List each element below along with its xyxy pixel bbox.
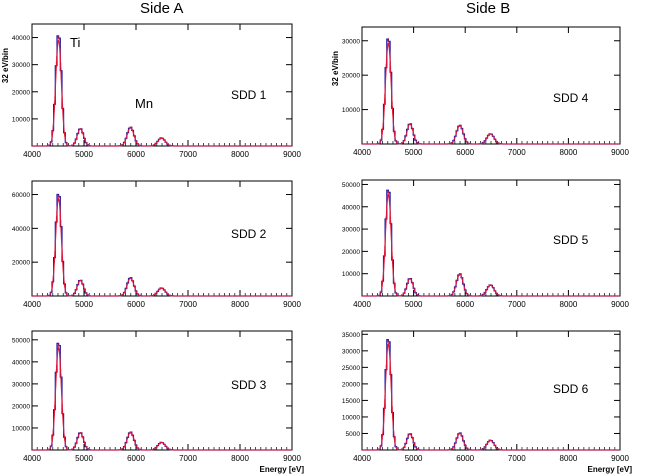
sdd-3-title: SDD 3 [231, 378, 267, 392]
sdd-3-x-tick-label: 7000 [179, 454, 197, 463]
sdd-3-y-tick-label: 10000 [12, 425, 30, 432]
sdd-2-x-tick-label: 5000 [75, 300, 93, 309]
sdd-4-y-tick-label: 10000 [342, 107, 360, 114]
sdd-1-y-tick-label: 30000 [12, 62, 30, 69]
sdd-6-y-tick-label: 20000 [342, 381, 360, 388]
sdd-5-y-tick-label: 40000 [342, 204, 360, 211]
sdd-4-x-tick-label: 8000 [560, 148, 578, 157]
sdd-1-fit-series [32, 38, 292, 147]
sdd-6-x-tick-label: 7000 [508, 454, 526, 463]
sdd-6-y-tick-label: 15000 [342, 398, 360, 405]
sdd-3-histogram-series [32, 342, 292, 451]
sdd-5-x-tick-label: 9000 [611, 300, 629, 309]
sdd-4-x-tick-label: 6000 [456, 148, 474, 157]
sdd-3-y-tick-label: 50000 [12, 337, 30, 344]
sdd-2-fit-component-series [32, 193, 292, 297]
sdd-1-y-axis-label: 32 eV/bin [1, 48, 10, 83]
sdd-3-x-tick-label: 9000 [283, 454, 301, 463]
sdd-3-x-tick-label: 6000 [127, 454, 145, 463]
sdd-5-x-tick-label: 5000 [405, 300, 423, 309]
sdd-4-x-tick-label: 5000 [405, 148, 423, 157]
sdd-6-fit-series [362, 342, 620, 451]
sdd-1-x-tick-label: 8000 [231, 150, 249, 159]
sdd-5-x-tick-label: 8000 [560, 300, 578, 309]
sdd-5-fit-series [362, 193, 620, 297]
sdd-1-x-tick-label: 5000 [75, 150, 93, 159]
sdd-6-x-tick-label: 6000 [456, 454, 474, 463]
sdd-4-x-tick-label: 9000 [611, 148, 629, 157]
sdd-1-y-tick-label: 10000 [12, 116, 30, 123]
sdd-1-y-tick-label: 20000 [12, 89, 30, 96]
sdd-6-x-tick-label: 4000 [353, 454, 371, 463]
sdd-4-y-tick-label: 30000 [342, 38, 360, 45]
sdd-1-x-tick-label: 7000 [179, 150, 197, 159]
sdd-4-x-tick-label: 4000 [353, 148, 371, 157]
sdd-6-x-tick-label: 9000 [611, 454, 629, 463]
sdd-2-x-tick-label: 6000 [127, 300, 145, 309]
sdd-2-y-tick-label: 20000 [12, 260, 30, 267]
sdd-4-title: SDD 4 [553, 91, 589, 105]
sdd-1-y-tick-label: 40000 [12, 35, 30, 42]
sdd-5-y-tick-label: 10000 [342, 271, 360, 278]
ti-peak-label: Ti [70, 35, 80, 50]
sdd-5-x-tick-label: 7000 [508, 300, 526, 309]
sdd-4-fit-series [362, 42, 620, 145]
side-b-title: Side B [466, 0, 511, 17]
sdd-6-title: SDD 6 [553, 382, 589, 396]
sdd-3-x-tick-label: 8000 [231, 454, 249, 463]
sdd-6-y-tick-label: 30000 [342, 348, 360, 355]
sdd-5-y-tick-label: 50000 [342, 182, 360, 189]
sdd-3-fit-series [32, 346, 292, 451]
sdd-3-x-tick-label: 5000 [75, 454, 93, 463]
sdd-2-y-tick-label: 60000 [12, 192, 30, 199]
sdd-6-x-axis-label: Energy [eV] [588, 465, 633, 474]
sdd-6-y-tick-label: 10000 [342, 414, 360, 421]
sdd-1-x-tick-label: 4000 [23, 150, 41, 159]
sdd-5-y-tick-label: 20000 [342, 249, 360, 256]
sdd-6-x-tick-label: 8000 [560, 454, 578, 463]
sdd-3-y-tick-label: 40000 [12, 359, 30, 366]
mn-peak-label: Mn [135, 96, 153, 111]
sdd-1-x-tick-label: 9000 [283, 150, 301, 159]
sdd-2-x-tick-label: 9000 [283, 300, 301, 309]
sdd-2-x-tick-label: 4000 [23, 300, 41, 309]
sdd-4-y-axis-label: 32 eV/bin [331, 51, 340, 86]
sdd-6-y-tick-label: 35000 [342, 332, 360, 339]
sdd-3-y-tick-label: 30000 [12, 381, 30, 388]
sdd-2-histogram-series [32, 193, 292, 297]
sdd-1-title: SDD 1 [231, 88, 267, 102]
sdd-3-y-tick-label: 20000 [12, 403, 30, 410]
sdd-5-x-tick-label: 4000 [353, 300, 371, 309]
sdd-6-x-tick-label: 5000 [405, 454, 423, 463]
sdd-2-title: SDD 2 [231, 227, 267, 241]
sdd-2-fit-series [32, 197, 292, 297]
sdd-4-x-tick-label: 7000 [508, 148, 526, 157]
sdd-3-fit-component-series [32, 341, 292, 451]
sdd-3-x-axis-label: Energy [eV] [260, 465, 305, 474]
sdd-5-title: SDD 5 [553, 233, 589, 247]
side-a-title: Side A [140, 0, 184, 17]
sdd-6-y-tick-label: 5000 [346, 431, 361, 438]
sdd-4-frame [361, 26, 621, 145]
sdd-4-y-tick-label: 20000 [342, 73, 360, 80]
sdd-3-x-tick-label: 4000 [23, 454, 41, 463]
sdd-5-x-tick-label: 6000 [456, 300, 474, 309]
sdd-2-x-tick-label: 8000 [231, 300, 249, 309]
sdd-6-y-tick-label: 25000 [342, 365, 360, 372]
sdd-5-y-tick-label: 30000 [342, 227, 360, 234]
sdd-2-x-tick-label: 7000 [179, 300, 197, 309]
sdd-1-x-tick-label: 6000 [127, 150, 145, 159]
sdd-2-y-tick-label: 40000 [12, 226, 30, 233]
